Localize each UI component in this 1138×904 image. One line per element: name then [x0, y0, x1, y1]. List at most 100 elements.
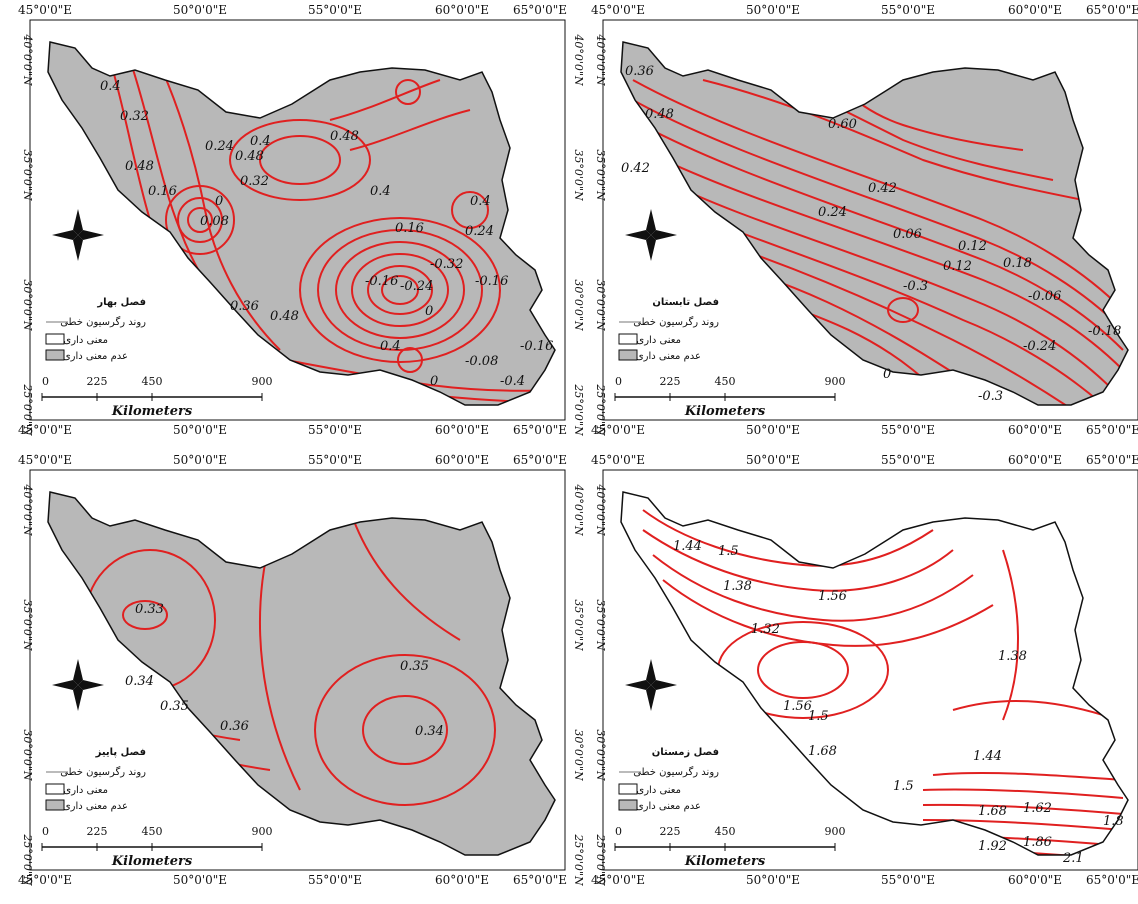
contour-value-label: 1.5 [808, 709, 829, 724]
longitude-label-top: 45°0'0"E [591, 453, 645, 467]
scale-bar: 0 225 450 900 Kilometers [41, 375, 273, 419]
contour-label-group: 1.44 1.51.381.561.321.381.561.51.68 1.441.… [673, 539, 1124, 866]
contour-value-label: 0.4 [470, 194, 491, 209]
legend: فصل زمستان روند رگرسیون خطی معنی داری عدم م… [618, 659, 719, 812]
longitude-label-top: 65°0'0"E [513, 3, 567, 17]
contour-value-label: 0.35 [160, 699, 189, 714]
legend-nonsig-swatch [45, 349, 65, 361]
longitude-label-bottom: 45°0'0"E [591, 423, 645, 437]
longitude-label-top: 50°0'0"E [173, 3, 227, 17]
scale-tick-label: 0 [615, 825, 622, 838]
longitude-label-top: 55°0'0"E [308, 3, 362, 17]
contour-value-label: 0.34 [125, 674, 154, 689]
longitude-label-top: 55°0'0"E [881, 453, 935, 467]
contour-value-label: 0.36 [625, 64, 654, 79]
scale-tick-label: 900 [252, 825, 273, 838]
legend-sig-swatch [618, 333, 638, 345]
legend: فصل پاییز روند رگرسیون خطی معنی داری عدم مع… [45, 659, 146, 812]
contour-value-label: 0.16 [395, 221, 424, 236]
graticule-labels: 45°0'0"E 45°0'0"E 50°0'0"E 50°0'0"E 55°0'0"E… [18, 453, 585, 887]
contour-value-label: 1.44 [673, 539, 702, 554]
contour-value-label: 1.92 [978, 839, 1007, 854]
legend-nonsig-label: عدم معنی داری [63, 351, 128, 362]
contour-value-label: -0.4 [500, 374, 525, 389]
contour-value-label: 0.33 [135, 602, 164, 617]
latitude-label-left: 30°0'0"N [21, 729, 34, 781]
contour-value-label: 0.24 [465, 224, 494, 239]
contour-value-label: 0.18 [1003, 256, 1032, 271]
panel-summer: 0.36 0.48 0.42 0.60 0.42 0.24 0.06 0.12 0.18 0.12… [591, 3, 1138, 437]
contour-value-label: 0.4 [100, 79, 121, 94]
contour-value-label: 0.12 [943, 259, 972, 274]
contour-value-label: -0.24 [400, 279, 433, 294]
contour-value-label: -0.16 [520, 339, 553, 354]
contour-value-label: 0.24 [205, 139, 234, 154]
scale-tick-label: 900 [825, 375, 846, 388]
longitude-label-bottom: 55°0'0"E [308, 423, 362, 437]
contour-value-label: -0.16 [475, 274, 508, 289]
longitude-label-bottom: 60°0'0"E [435, 423, 489, 437]
legend-sig-swatch [45, 783, 65, 795]
scale-tick-label: 450 [715, 825, 736, 838]
longitude-label-top: 65°0'0"E [1086, 453, 1138, 467]
longitude-label-top: 45°0'0"E [591, 3, 645, 17]
latitude-label-left: 40°0'0"N [594, 483, 607, 536]
longitude-label-bottom: 65°0'0"E [513, 423, 567, 437]
contour-value-label: -0.32 [430, 257, 463, 272]
season-title: فصل زمستان [652, 747, 719, 758]
latitude-label-right: 25°0'0"N [572, 383, 585, 436]
panel-winter: 1.44 1.51.381.561.321.381.561.51.68 1.441.… [591, 453, 1138, 887]
contour-value-label: -0.08 [465, 354, 498, 369]
latitude-label-left: 30°0'0"N [21, 279, 34, 331]
legend-nonsig-label: عدم معنی داری [636, 351, 701, 362]
contour-value-label: 0 [425, 304, 433, 319]
latitude-label-right: 25°0'0"N [572, 833, 585, 886]
scale-tick-label: 450 [142, 825, 163, 838]
contour-label-group: 0.36 0.48 0.42 0.60 0.42 0.24 0.06 0.12 0.18 0.12… [621, 64, 1121, 404]
contour-value-label: 1.68 [808, 744, 837, 759]
contour-value-label: -0.18 [1088, 324, 1121, 339]
legend: فصل تابستان روند رگرسیون خطی معنی داری عدم … [618, 209, 719, 362]
legend-sig-label: معنی داری [63, 785, 108, 796]
legend-trend-label: روند رگرسیون خطی [60, 766, 146, 778]
legend-trend-label: روند رگرسیون خطی [633, 316, 719, 328]
season-title: فصل تابستان [652, 297, 719, 308]
north-arrow-icon [625, 659, 677, 711]
latitude-label-right: 30°0'0"N [572, 279, 585, 331]
contour-value-label: -0.16 [365, 274, 398, 289]
longitude-label-bottom: 60°0'0"E [1008, 423, 1062, 437]
longitude-label-bottom: 55°0'0"E [881, 423, 935, 437]
graticule-labels: 45°0'0"E 45°0'0"E 50°0'0"E 50°0'0"E 55°0'0"E… [18, 3, 585, 437]
longitude-label-top: 50°0'0"E [746, 3, 800, 17]
latitude-label-left: 35°0'0"N [594, 599, 607, 651]
longitude-label-bottom: 65°0'0"E [1086, 873, 1138, 887]
longitude-label-top: 65°0'0"E [1086, 3, 1138, 17]
graticule-labels: 45°0'0"E 45°0'0"E 50°0'0"E 50°0'0"E 55°0'0"E… [591, 3, 1138, 437]
season-title: فصل بهار [96, 297, 146, 308]
contour-value-label: 1.62 [1023, 801, 1052, 816]
longitude-label-top: 50°0'0"E [173, 453, 227, 467]
latitude-label-left: 25°0'0"N [21, 383, 34, 436]
longitude-label-bottom: 50°0'0"E [173, 423, 227, 437]
latitude-label-left: 25°0'0"N [21, 833, 34, 886]
legend-nonsig-swatch [618, 349, 638, 361]
graticule-labels: 45°0'0"E 45°0'0"E 50°0'0"E 50°0'0"E 55°0'0"E… [591, 453, 1138, 887]
contour-value-label: -0.3 [978, 389, 1003, 404]
contour-value-label: 0.36 [220, 719, 249, 734]
longitude-label-top: 45°0'0"E [18, 453, 72, 467]
contour-value-label: 1.56 [783, 699, 812, 714]
longitude-label-bottom: 55°0'0"E [308, 873, 362, 887]
contour-value-label: 0.32 [240, 174, 269, 189]
contour-value-label: 0.4 [370, 184, 391, 199]
legend-sig-label: معنی داری [63, 335, 108, 346]
contour-value-label: 0.34 [415, 724, 444, 739]
legend-nonsig-swatch [618, 799, 638, 811]
scale-tick-label: 0 [42, 375, 49, 388]
longitude-label-top: 65°0'0"E [513, 453, 567, 467]
contour-value-label: 1.5 [718, 544, 739, 559]
latitude-label-left: 25°0'0"N [594, 383, 607, 436]
contour-value-label: 0.60 [828, 117, 857, 132]
contour-value-label: 0.12 [958, 239, 987, 254]
longitude-label-bottom: 50°0'0"E [746, 873, 800, 887]
